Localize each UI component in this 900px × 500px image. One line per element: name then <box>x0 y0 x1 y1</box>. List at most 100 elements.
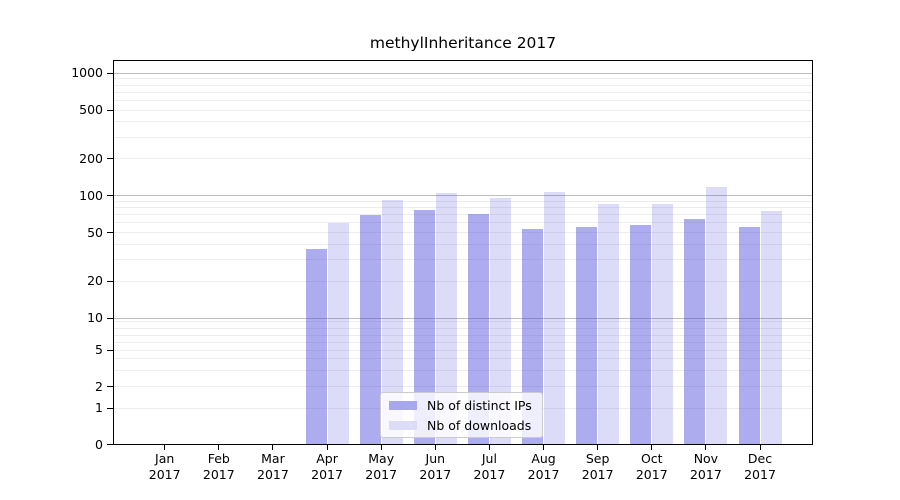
y-tick-label: 50 <box>87 224 103 240</box>
y-tick-label: 1 <box>95 400 103 415</box>
bar-downloads <box>489 197 511 445</box>
x-tick-mark <box>488 445 490 450</box>
gridline-minor <box>114 222 812 224</box>
x-tick-mark <box>164 445 166 450</box>
x-tick-label: Mar 2017 <box>245 451 301 483</box>
legend-label-downloads: Nb of downloads <box>427 417 532 433</box>
bar-distinct-ips <box>359 214 381 445</box>
legend-row-downloads: Nb of downloads <box>389 418 534 433</box>
y-tick-label: 10 <box>87 310 103 326</box>
gridline-minor <box>114 214 812 216</box>
bar-distinct-ips <box>630 224 652 445</box>
gridline-minor <box>114 78 812 80</box>
y-tick-label: 1000 <box>71 65 103 81</box>
y-tick-mark <box>107 232 113 234</box>
gridline-minor <box>114 342 812 344</box>
bar-downloads <box>652 204 674 445</box>
x-tick-mark <box>272 445 274 450</box>
y-tick-mark <box>107 195 113 197</box>
bar-downloads <box>760 211 782 445</box>
gridline-minor <box>114 243 812 245</box>
bar-downloads <box>544 192 566 445</box>
gridline-minor <box>114 232 812 234</box>
y-tick-mark <box>107 407 113 409</box>
x-tick-label: Sep 2017 <box>570 451 626 483</box>
x-tick-mark <box>759 445 761 450</box>
gridline-major <box>114 72 812 74</box>
x-tick-label: Nov 2017 <box>678 451 734 483</box>
x-tick-mark <box>434 445 436 450</box>
y-tick-mark <box>107 349 113 351</box>
bar-distinct-ips <box>467 213 489 445</box>
x-tick-label: Dec 2017 <box>732 451 788 483</box>
plot-area-border <box>113 60 813 445</box>
x-tick-year: 2017 <box>311 467 343 482</box>
y-tick-label: 5 <box>95 342 103 357</box>
gridline-minor <box>114 349 812 351</box>
y-tick-mark <box>107 280 113 282</box>
chart-title: methylInheritance 2017 <box>369 34 557 52</box>
x-tick-year: 2017 <box>744 467 776 482</box>
gridline-minor <box>114 369 812 371</box>
y-tick-label: 100 <box>79 187 103 203</box>
bar-downloads <box>598 204 620 445</box>
bar-downloads <box>706 186 728 445</box>
y-tick-mark <box>107 444 113 445</box>
y-tick-label: 500 <box>79 102 103 118</box>
x-tick-label: Oct 2017 <box>624 451 680 483</box>
y-tick-label: 0 <box>95 436 103 452</box>
gridline-minor <box>114 200 812 202</box>
bar-distinct-ips <box>738 226 760 445</box>
x-tick-year: 2017 <box>581 467 614 482</box>
legend-row-distinct-ips: Nb of distinct IPs <box>389 398 534 413</box>
x-tick-year: 2017 <box>202 467 235 482</box>
bar-downloads <box>327 222 349 445</box>
x-tick-mark <box>218 445 220 450</box>
x-tick-mark <box>651 445 653 450</box>
x-tick-mark <box>543 445 545 450</box>
x-tick-mark <box>597 445 599 450</box>
x-tick-label: Aug 2017 <box>516 451 572 483</box>
y-tick-mark <box>107 72 113 74</box>
gridline-minor <box>114 334 812 336</box>
gridline-minor <box>114 327 812 329</box>
x-tick-mark <box>705 445 707 450</box>
gridline-major <box>114 195 812 197</box>
legend-swatch-downloads <box>389 420 417 430</box>
y-tick-label: 20 <box>87 273 103 289</box>
y-tick-mark <box>107 158 113 160</box>
x-tick-year: 2017 <box>689 467 722 482</box>
gridline-minor <box>114 386 812 387</box>
x-tick-label: Feb 2017 <box>191 451 247 483</box>
x-tick-year: 2017 <box>473 467 506 482</box>
bar-downloads <box>381 200 403 445</box>
legend-swatch-distinct-ips <box>389 400 417 410</box>
x-tick-label: Jun 2017 <box>407 451 463 483</box>
gridline-minor <box>114 99 812 101</box>
y-tick-mark <box>107 109 113 111</box>
gridline-major <box>114 317 812 319</box>
y-tick-label: 200 <box>79 150 103 166</box>
gridline-minor <box>114 91 812 93</box>
y-tick-mark <box>107 317 113 319</box>
gridline-minor <box>114 207 812 209</box>
x-tick-label: May 2017 <box>353 451 409 483</box>
x-tick-year: 2017 <box>365 467 398 482</box>
x-tick-label: Apr 2017 <box>299 451 355 483</box>
legend-label-distinct-ips: Nb of distinct IPs <box>427 397 532 413</box>
x-tick-label: Jan 2017 <box>137 451 193 483</box>
x-tick-year: 2017 <box>257 467 289 482</box>
bar-distinct-ips <box>684 219 706 445</box>
gridline-minor <box>114 321 812 323</box>
bar-distinct-ips <box>413 209 435 445</box>
x-tick-year: 2017 <box>635 467 668 482</box>
chart-legend: Nb of distinct IPs Nb of downloads <box>380 392 543 438</box>
y-tick-label: 2 <box>95 378 103 394</box>
y-tick-mark <box>107 386 113 387</box>
gridline-minor <box>114 357 812 359</box>
bar-distinct-ips <box>305 248 327 445</box>
x-tick-year: 2017 <box>148 467 181 482</box>
gridline-minor <box>114 280 812 282</box>
x-tick-label: Jul 2017 <box>461 451 517 483</box>
